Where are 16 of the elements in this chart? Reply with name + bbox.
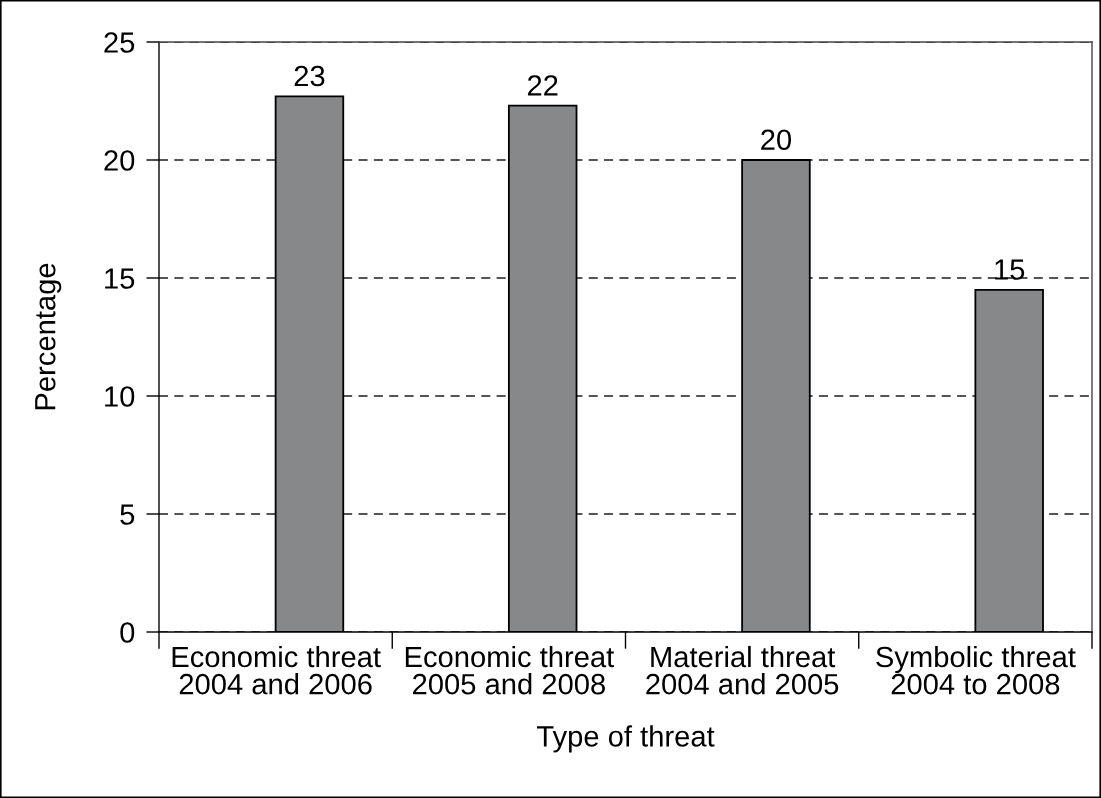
data-label: 15 <box>995 259 1025 280</box>
x-tick-label: Economic threat 2004 and 2006 <box>172 645 381 695</box>
x-tick-label: Symbolic threat 2004 to 2008 <box>876 645 1076 695</box>
data-label: 20 <box>761 129 792 151</box>
data-label: 22 <box>527 75 558 96</box>
data-label: 23 <box>294 65 325 87</box>
y-tick-label: 25 <box>104 32 135 53</box>
x-tick-label: Economic threat 2005 and 2008 <box>405 645 615 695</box>
x-axis-title: Type of threat <box>536 725 715 753</box>
y-tick-label: 0 <box>120 622 135 643</box>
y-tick-label: 10 <box>105 386 135 407</box>
y-axis-title: Percentage <box>35 263 62 410</box>
x-tick-label: Material threat 2004 and 2005 <box>646 645 839 695</box>
y-tick-label: 5 <box>120 504 135 525</box>
y-tick-label: 15 <box>105 268 135 289</box>
y-tick-label: 20 <box>104 150 135 171</box>
